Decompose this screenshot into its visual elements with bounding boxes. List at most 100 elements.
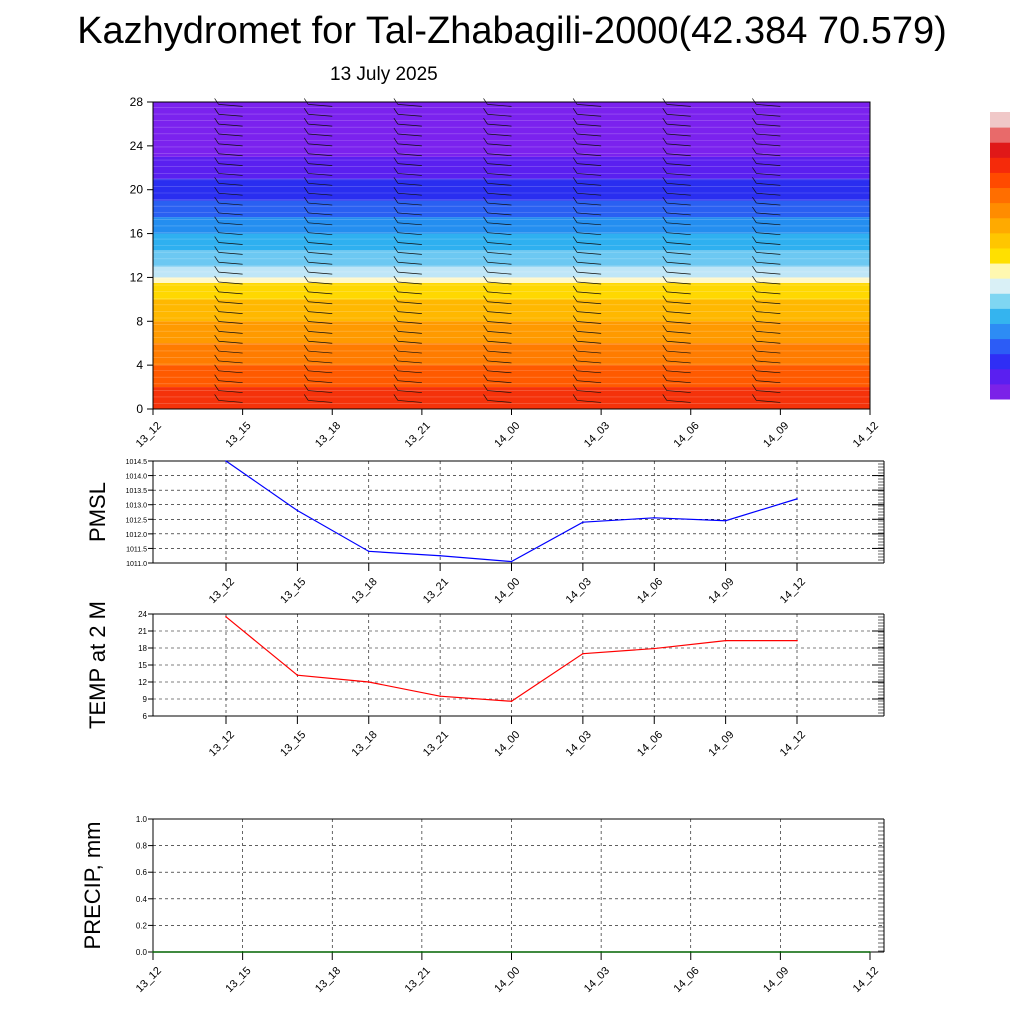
wind-barb xyxy=(218,123,243,127)
wind-barb xyxy=(752,364,757,372)
wind-barb xyxy=(662,275,668,283)
x-tick-label: 14_06 xyxy=(672,420,702,450)
wind-barb xyxy=(577,202,602,206)
wind-barb xyxy=(752,108,757,115)
wind-barb xyxy=(397,350,422,354)
wind-barb xyxy=(308,271,333,275)
wind-barb xyxy=(214,187,219,194)
wind-barb xyxy=(572,344,578,352)
wind-barb xyxy=(577,133,602,137)
wind-barb xyxy=(303,325,309,332)
colorbar-swatch xyxy=(990,202,1010,219)
colorbar-swatch xyxy=(990,338,1010,355)
wind-barb xyxy=(666,340,691,344)
wind-barb xyxy=(572,315,578,322)
wind-barb xyxy=(572,226,578,233)
wind-barb xyxy=(577,212,602,216)
wind-barb xyxy=(214,216,219,223)
data-point xyxy=(331,951,334,953)
wind-barb xyxy=(756,182,781,186)
x-tick-label: 14_09 xyxy=(706,576,736,606)
wind-barb xyxy=(752,246,757,253)
wind-barb xyxy=(303,295,309,302)
wind-barb xyxy=(666,222,691,226)
colorbar-swatch xyxy=(990,157,1010,173)
wind-barb xyxy=(577,153,602,157)
wind-barb xyxy=(218,311,243,314)
x-tick-label: 14_03 xyxy=(582,420,612,450)
wind-barb xyxy=(218,232,243,236)
wind-barb xyxy=(397,133,422,137)
wind-barb xyxy=(756,143,781,147)
wind-barb xyxy=(483,167,488,174)
x-tick-label: 13_12 xyxy=(207,729,237,759)
wind-barb xyxy=(662,394,668,401)
x-tick-label: 13_21 xyxy=(421,576,451,606)
wind-barb xyxy=(483,305,488,312)
wind-barb xyxy=(487,281,512,285)
wind-barb xyxy=(662,127,668,135)
wind-barb xyxy=(214,167,219,174)
wind-barb xyxy=(218,202,243,206)
wind-barb xyxy=(397,370,422,374)
y-axis-label: TEMP at 2 M xyxy=(85,601,110,729)
wind-barb xyxy=(487,232,512,236)
data-point xyxy=(796,639,798,642)
wind-barb xyxy=(483,177,488,184)
wind-barb xyxy=(483,275,488,283)
wind-barb xyxy=(572,374,578,381)
wind-barb xyxy=(666,311,691,314)
wind-barb xyxy=(214,295,219,302)
wind-barb xyxy=(752,187,757,194)
wind-barb xyxy=(483,335,488,342)
wind-barb xyxy=(662,187,668,194)
wind-barb xyxy=(483,364,488,372)
wind-barb xyxy=(487,301,512,305)
wind-barb xyxy=(303,236,309,243)
wind-barb xyxy=(752,117,757,125)
wind-barb xyxy=(666,301,691,305)
wind-barb xyxy=(393,127,399,135)
data-point xyxy=(653,517,656,519)
wind-barb xyxy=(397,153,422,157)
wind-barb xyxy=(666,321,691,324)
colorbar-swatch xyxy=(990,368,1010,385)
wind-barb xyxy=(397,271,422,275)
data-point xyxy=(152,951,154,953)
wind-barb xyxy=(393,187,399,194)
wind-barb xyxy=(662,117,668,125)
wind-barb xyxy=(308,222,333,226)
y-axis-label: PMSL xyxy=(85,482,110,542)
wind-barb xyxy=(662,157,668,164)
wind-barb xyxy=(572,137,578,145)
wind-barb xyxy=(577,330,602,334)
wind-barb xyxy=(218,360,243,364)
data-point xyxy=(439,554,441,557)
colorbar-swatch xyxy=(990,323,1010,340)
wind-barb xyxy=(487,370,512,374)
colorbar-swatch xyxy=(990,142,1010,158)
wind-barb xyxy=(483,256,488,263)
wind-barb xyxy=(752,196,757,204)
wind-barb xyxy=(752,147,757,154)
wind-barb xyxy=(487,360,512,364)
y-tick-label: 0.4 xyxy=(136,895,148,904)
data-point xyxy=(724,519,727,522)
wind-barb xyxy=(487,212,512,216)
wind-barb xyxy=(572,196,578,204)
wind-barb xyxy=(483,137,488,145)
wind-barb xyxy=(303,275,309,283)
wind-barb xyxy=(303,285,309,293)
wind-barb xyxy=(397,400,422,403)
wind-barb xyxy=(308,182,333,186)
wind-barb xyxy=(393,196,399,204)
wind-barb xyxy=(214,206,219,214)
wind-barb xyxy=(666,133,691,137)
wind-barb xyxy=(397,163,422,166)
data-point xyxy=(796,498,798,500)
heatmap-band xyxy=(153,233,870,251)
wind-barb xyxy=(397,123,422,127)
wind-barb xyxy=(214,147,219,154)
wind-barb xyxy=(397,252,422,255)
wind-barb xyxy=(666,104,691,107)
